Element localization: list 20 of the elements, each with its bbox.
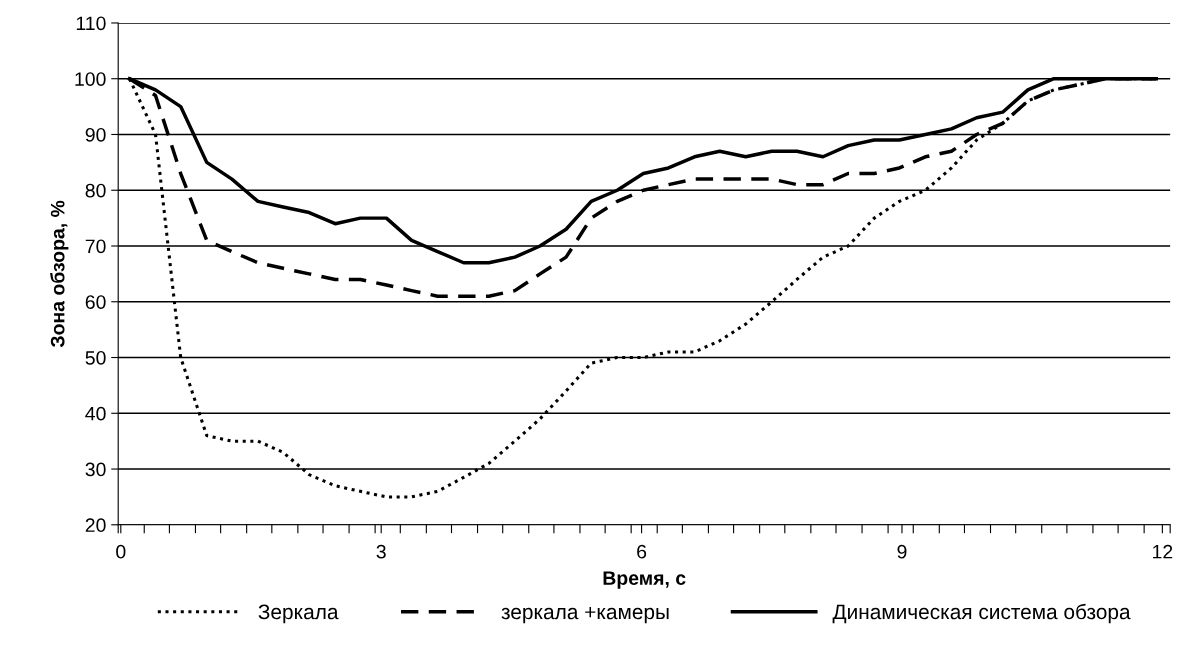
y-tick-label: 80 [85,183,106,198]
y-axis-title: Зона обзора, % [50,200,69,348]
x-tick-label: 9 [897,544,907,559]
y-tick-label: 30 [85,462,106,477]
legend-label: Динамическая система обзора [832,603,1131,624]
y-tick-label: 110 [76,16,106,31]
legend-label: зеркала +камеры [501,607,669,624]
y-tick-label: 50 [85,350,106,365]
y-tick-label: 90 [85,127,106,142]
y-tick-label: 20 [85,518,106,533]
x-tick-label: 3 [376,544,386,559]
x-tick-label: 0 [116,544,126,559]
x-axis-title: Время, с [603,571,686,589]
legend-label: Зеркала [258,604,339,624]
y-tick-label: 40 [85,406,106,421]
x-tick-label: 12 [1153,544,1173,559]
y-tick-label: 100 [75,72,106,86]
y-tick-label: 70 [85,239,106,254]
x-tick-label: 6 [637,544,647,559]
y-tick-label: 60 [85,295,106,309]
